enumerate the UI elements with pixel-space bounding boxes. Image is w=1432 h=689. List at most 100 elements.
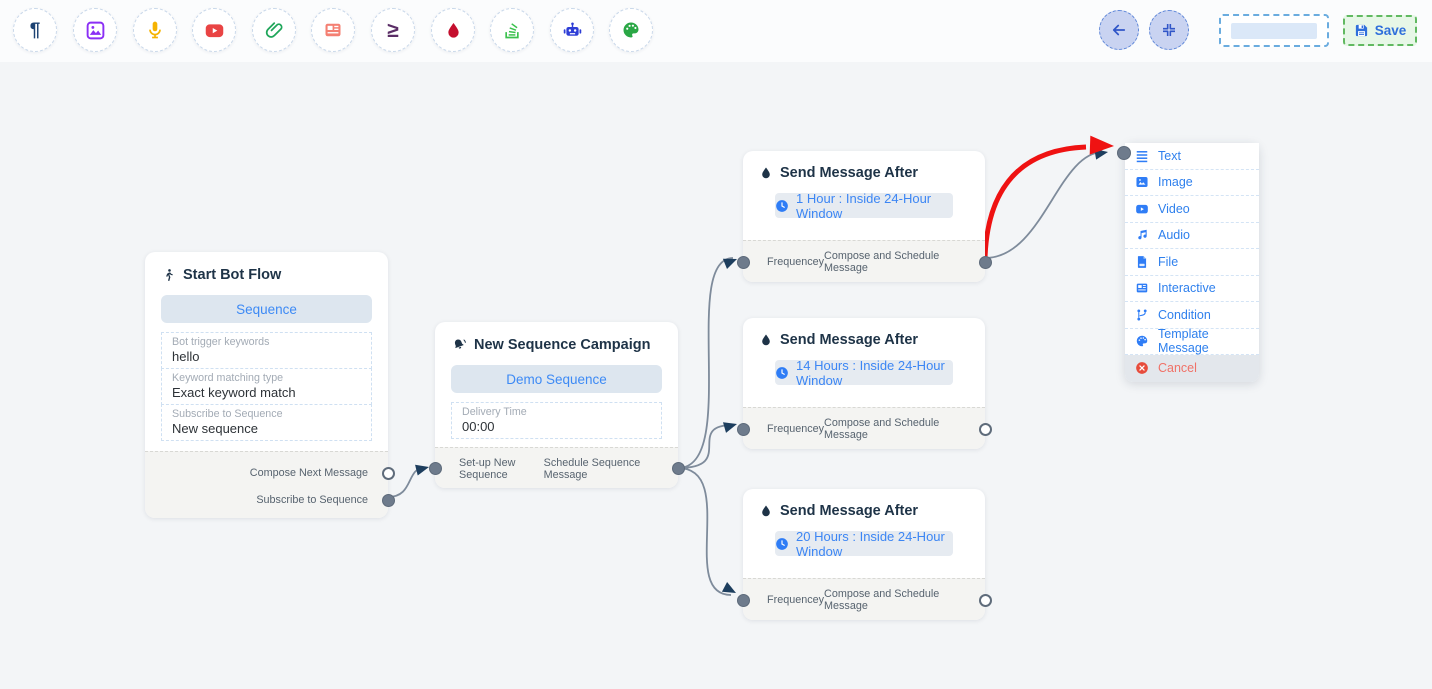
- delay-chip-label: 14 Hours : Inside 24-Hour Window: [796, 357, 945, 388]
- paperclip-icon: [264, 20, 284, 40]
- handle-schedule-sequence-message[interactable]: [671, 462, 685, 475]
- menu-item-interactive[interactable]: Interactive: [1125, 275, 1259, 302]
- node-title-row: New Sequence Campaign: [451, 337, 662, 353]
- menu-item-cancel[interactable]: Cancel: [1125, 355, 1259, 382]
- toolbar-condition-button[interactable]: ≥: [371, 8, 415, 52]
- field-label: Keyword matching type: [172, 372, 284, 384]
- menu-target-handle[interactable]: [1117, 146, 1131, 160]
- node-title-row: Send Message After: [759, 165, 969, 181]
- handle-compose-and-schedule[interactable]: [978, 422, 992, 436]
- handle-frequencey[interactable]: [736, 593, 750, 607]
- sequence-type-button[interactable]: Sequence: [161, 295, 372, 323]
- palette-icon: [621, 20, 641, 40]
- stack-icon: [502, 20, 522, 40]
- back-arrow-icon: [1110, 21, 1128, 39]
- send-node-footer: Frequencey Compose and Schedule Message: [736, 578, 992, 620]
- branch-icon: [1135, 308, 1149, 322]
- input-label: Frequencey: [767, 594, 825, 606]
- handle-setup-new-sequence[interactable]: [428, 462, 442, 475]
- toolbar-text-button[interactable]: ¶: [13, 8, 57, 52]
- toolbar-video-button[interactable]: [192, 8, 236, 52]
- field-label: Bot trigger keywords: [172, 336, 270, 348]
- node-title: Start Bot Flow: [183, 267, 282, 283]
- delay-chip[interactable]: 1 Hour : Inside 24-Hour Window: [775, 190, 953, 221]
- menu-item-label: Text: [1158, 148, 1181, 163]
- menu-item-image[interactable]: Image: [1125, 169, 1259, 196]
- node-title-row: Send Message After: [759, 503, 969, 519]
- node-new-sequence-campaign[interactable]: New Sequence Campaign Demo Sequence Deli…: [428, 322, 685, 488]
- flow-name-input[interactable]: [1219, 14, 1329, 47]
- field-keyword-matching-type[interactable]: Keyword matching type Exact keyword matc…: [161, 368, 372, 405]
- pilcrow-icon: ¶: [29, 19, 41, 41]
- save-button[interactable]: Save: [1343, 15, 1417, 46]
- save-label: Save: [1374, 23, 1407, 38]
- handle-subscribe-to-sequence[interactable]: [381, 493, 395, 507]
- video-icon: [1135, 202, 1149, 216]
- field-value: Exact keyword match: [172, 385, 296, 400]
- node-send-message-after-2[interactable]: Send Message After 14 Hours : Inside 24-…: [736, 318, 992, 449]
- menu-item-template-message[interactable]: Template Message: [1125, 327, 1259, 356]
- delay-chip[interactable]: 14 Hours : Inside 24-Hour Window: [775, 357, 953, 388]
- output-compose-next-message: Compose Next Message: [145, 461, 395, 485]
- output-label: Schedule Sequence Message: [543, 456, 641, 481]
- menu-item-text[interactable]: Text: [1125, 143, 1259, 170]
- campaign-node-footer: Set-up New Sequence Schedule Sequence Me…: [428, 447, 685, 488]
- toolbar-template-button[interactable]: [609, 8, 653, 52]
- toolbar-image-button[interactable]: [73, 8, 117, 52]
- greater-equal-icon: ≥: [387, 18, 399, 42]
- handle-frequencey[interactable]: [736, 255, 750, 269]
- toolbar-file-button[interactable]: [252, 8, 296, 52]
- node-title-row: Start Bot Flow: [161, 267, 372, 283]
- field-value: hello: [172, 349, 200, 364]
- node-title: Send Message After: [780, 503, 919, 519]
- field-delivery-time[interactable]: Delivery Time 00:00: [451, 402, 662, 439]
- node-send-message-after-1[interactable]: Send Message After 1 Hour : Inside 24-Ho…: [736, 151, 992, 282]
- menu-item-video[interactable]: Video: [1125, 196, 1259, 223]
- clock-icon: [775, 537, 789, 551]
- toolbar-bot-button[interactable]: [550, 8, 594, 52]
- node-start-bot-flow[interactable]: Start Bot Flow Sequence Bot trigger keyw…: [145, 252, 395, 518]
- image-icon: [85, 20, 106, 41]
- delay-chip-label: 20 Hours : Inside 24-Hour Window: [796, 528, 945, 559]
- input-label: Frequencey: [767, 423, 825, 435]
- menu-item-label: Interactive: [1158, 281, 1216, 296]
- field-subscribe-to-sequence[interactable]: Subscribe to Sequence New sequence: [161, 404, 372, 441]
- node-send-message-after-3[interactable]: Send Message After 20 Hours : Inside 24-…: [736, 489, 992, 620]
- handle-compose-and-schedule[interactable]: [978, 593, 992, 607]
- handle-frequencey[interactable]: [736, 422, 750, 436]
- field-value: New sequence: [172, 421, 258, 436]
- save-icon: [1354, 23, 1369, 38]
- clock-icon: [775, 366, 789, 380]
- toolbar-audio-button[interactable]: [133, 8, 177, 52]
- water-drop-icon: [759, 504, 773, 518]
- toolbar-interactive-button[interactable]: [311, 8, 355, 52]
- start-fields: Bot trigger keywords hello Keyword match…: [161, 332, 372, 441]
- menu-item-label: Video: [1158, 201, 1190, 216]
- field-bot-trigger-keywords[interactable]: Bot trigger keywords hello: [161, 332, 372, 369]
- menu-item-label: Template Message: [1158, 327, 1209, 356]
- image-icon: [1135, 175, 1149, 189]
- node-title: New Sequence Campaign: [474, 337, 651, 353]
- toolbar-sequence-button[interactable]: [431, 8, 475, 52]
- water-drop-icon: [759, 166, 773, 180]
- node-title-row: Send Message After: [759, 332, 969, 348]
- handle-compose-next-message[interactable]: [381, 466, 395, 480]
- top-toolbar: ¶ ≥ Save: [0, 0, 1432, 62]
- menu-item-condition[interactable]: Condition: [1125, 302, 1259, 329]
- flow-name-placeholder: [1231, 22, 1317, 39]
- output-subscribe-to-sequence: Subscribe to Sequence: [145, 488, 395, 512]
- delay-chip-label: 1 Hour : Inside 24-Hour Window: [796, 190, 932, 221]
- field-label: Delivery Time: [462, 406, 527, 418]
- water-drop-icon: [444, 21, 463, 40]
- send-node-footer: Frequencey Compose and Schedule Message: [736, 240, 992, 282]
- input-label: Frequencey: [767, 256, 825, 268]
- campaign-fields: Delivery Time 00:00: [451, 402, 662, 439]
- menu-item-file[interactable]: File: [1125, 249, 1259, 276]
- toolbar-stack-button[interactable]: [490, 8, 534, 52]
- delay-chip[interactable]: 20 Hours : Inside 24-Hour Window: [775, 528, 953, 559]
- menu-item-audio[interactable]: Audio: [1125, 222, 1259, 249]
- back-button[interactable]: [1099, 10, 1139, 50]
- demo-sequence-button[interactable]: Demo Sequence: [451, 365, 662, 393]
- fit-view-button[interactable]: [1149, 10, 1189, 50]
- handle-compose-and-schedule[interactable]: [978, 255, 992, 269]
